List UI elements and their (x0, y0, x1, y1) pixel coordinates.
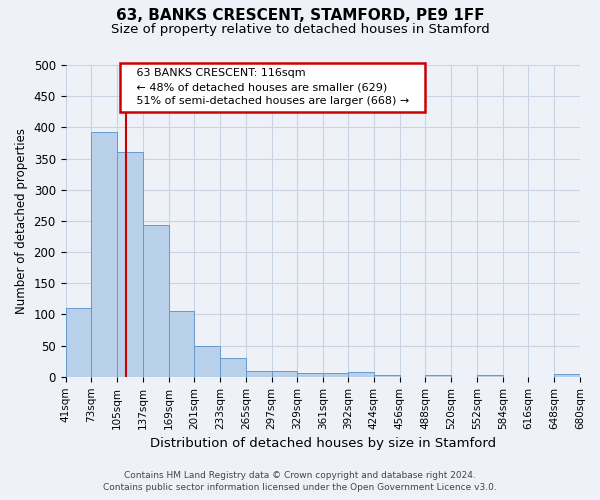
Bar (143, 226, 169, 377)
Bar (374, 375, 400, 377)
Bar (220, 358, 246, 377)
X-axis label: Distribution of detached houses by size in Stamford: Distribution of detached houses by size … (150, 437, 496, 450)
Bar (272, 370, 298, 377)
Text: Size of property relative to detached houses in Stamford: Size of property relative to detached ho… (110, 22, 490, 36)
Bar (117, 152, 143, 377)
Text: 63 BANKS CRESCENT: 116sqm
   ← 48% of detached houses are smaller (629)
   51% o: 63 BANKS CRESCENT: 116sqm ← 48% of detac… (126, 68, 419, 106)
Bar (425, 375, 451, 377)
Bar (554, 374, 580, 377)
Bar (298, 373, 323, 377)
Y-axis label: Number of detached properties: Number of detached properties (15, 128, 28, 314)
Text: Contains HM Land Registry data © Crown copyright and database right 2024.
Contai: Contains HM Land Registry data © Crown c… (103, 471, 497, 492)
Bar (91, 132, 117, 377)
Bar (169, 312, 194, 377)
Bar (323, 373, 348, 377)
Text: 63, BANKS CRESCENT, STAMFORD, PE9 1FF: 63, BANKS CRESCENT, STAMFORD, PE9 1FF (116, 8, 484, 22)
Bar (348, 372, 374, 377)
Bar (65, 308, 91, 377)
Bar (246, 370, 272, 377)
Bar (477, 375, 503, 377)
Bar (194, 346, 220, 377)
